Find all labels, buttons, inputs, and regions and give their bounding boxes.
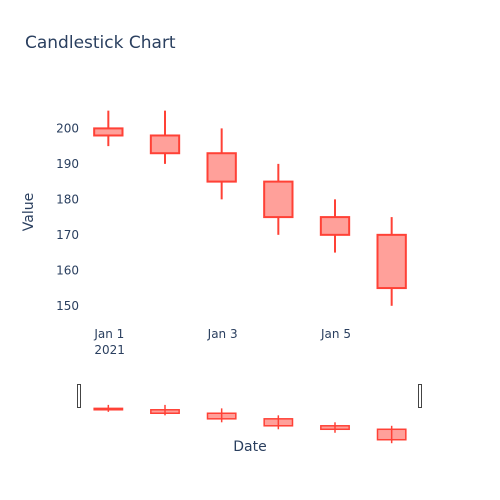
chart-title: Candlestick Chart (25, 33, 176, 53)
x-tick-label: Jan 5 (320, 327, 351, 341)
x-axis-title: Date (233, 439, 266, 455)
candles (93, 110, 407, 306)
x-tick-label: Jan 1 (93, 327, 124, 341)
y-tick-label: 160 (56, 263, 79, 277)
y-tick-label: 180 (56, 192, 79, 206)
slider-candle-body (150, 409, 180, 415)
y-axis-ticks: 150 160 170 180 190 200 (56, 121, 79, 312)
range-slider-right-handle[interactable] (418, 384, 422, 408)
y-tick-label: 190 (56, 157, 79, 171)
y-tick-label: 170 (56, 228, 79, 242)
slider-candle-body (93, 407, 124, 411)
candle-body (263, 180, 294, 219)
y-tick-label: 150 (56, 299, 79, 313)
range-slider-left-handle[interactable] (77, 384, 81, 408)
slider-candle-body (206, 412, 237, 420)
candle-body (149, 134, 181, 155)
candle-body (206, 152, 237, 183)
x-tick-year-label: 2021 (94, 343, 125, 357)
y-tick-label: 200 (56, 121, 79, 135)
slider-candle-body (376, 428, 407, 441)
candle-body (93, 127, 124, 137)
x-axis-ticks: Jan 1 2021 Jan 3 Jan 5 (93, 327, 351, 357)
x-tick-label: Jan 3 (207, 327, 238, 341)
y-axis-title: Value (21, 193, 37, 231)
slider-candle-body (320, 425, 350, 431)
range-slider (77, 384, 422, 444)
candle-body (319, 216, 351, 236)
slider-candle-body (263, 418, 294, 427)
candle-body (376, 233, 407, 290)
